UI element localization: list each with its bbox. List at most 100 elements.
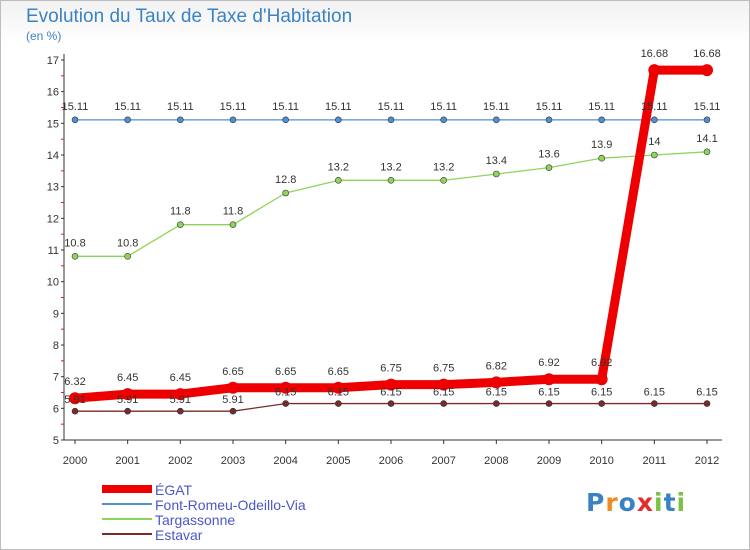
legend-swatch bbox=[102, 485, 152, 493]
data-point-estavar bbox=[177, 407, 184, 415]
data-label-targassonne: 14 bbox=[648, 136, 660, 148]
y-tick-label: 5 bbox=[53, 435, 59, 447]
data-label--gat: 6.45 bbox=[170, 372, 191, 384]
data-point-estavar bbox=[335, 400, 342, 407]
data-point-estavar bbox=[598, 400, 605, 407]
data-label--gat: 6.75 bbox=[433, 363, 454, 375]
logo-letter: r bbox=[605, 488, 619, 517]
logo-letter: t bbox=[663, 488, 677, 517]
x-tick-label: 2008 bbox=[484, 455, 508, 467]
data-point-estavar bbox=[124, 407, 131, 415]
data-point-font-romeu-odeillo-via bbox=[598, 116, 605, 124]
data-point-targassonne bbox=[651, 151, 658, 159]
data-point-targassonne bbox=[493, 170, 500, 178]
data-point-font-romeu-odeillo-via bbox=[387, 116, 395, 124]
data-point--gat bbox=[69, 392, 81, 405]
data-point--gat bbox=[543, 373, 555, 386]
data-label-targassonne: 12.8 bbox=[275, 174, 296, 186]
data-label-targassonne: 13.9 bbox=[591, 139, 612, 151]
data-point-estavar bbox=[545, 400, 553, 407]
data-point-targassonne bbox=[282, 189, 289, 197]
x-tick-label: 2001 bbox=[115, 455, 139, 467]
data-point--gat bbox=[437, 378, 450, 391]
data-label-font-romeu-odeillo-via: 15.11 bbox=[167, 101, 194, 113]
data-point-estavar bbox=[493, 400, 500, 407]
data-label-font-romeu-odeillo-via: 15.11 bbox=[483, 101, 510, 113]
y-tick-label: 12 bbox=[47, 213, 59, 225]
data-point--gat bbox=[595, 373, 608, 386]
data-point-targassonne bbox=[703, 148, 711, 156]
logo-letter: i bbox=[676, 488, 687, 517]
data-label-targassonne: 13.2 bbox=[433, 161, 454, 173]
data-point-font-romeu-odeillo-via bbox=[71, 116, 79, 124]
data-point-estavar bbox=[651, 400, 658, 407]
chart-title: Evolution du Taux de Taxe d'Habitation bbox=[26, 6, 353, 27]
data-label--gat: 6.65 bbox=[328, 366, 349, 378]
data-label--gat: 6.45 bbox=[117, 372, 138, 384]
data-point-font-romeu-odeillo-via bbox=[493, 116, 500, 124]
data-point-estavar bbox=[71, 407, 79, 415]
data-point-font-romeu-odeillo-via bbox=[229, 116, 237, 124]
data-point--gat bbox=[227, 381, 239, 394]
legend-item-targassonne: Targassonne bbox=[102, 512, 362, 528]
data-label-layer: 15.11 15.11 15.11 15.11 15.11 15.11 15.11 15.11… bbox=[62, 48, 721, 406]
x-tick-label: 2000 bbox=[63, 455, 87, 467]
data-point-targassonne bbox=[124, 253, 131, 260]
y-tick-label: 9 bbox=[53, 308, 59, 320]
data-point-font-romeu-odeillo-via bbox=[545, 116, 553, 124]
data-label-targassonne: 13.6 bbox=[538, 149, 559, 161]
data-point-targassonne bbox=[335, 177, 342, 184]
data-point--gat bbox=[701, 64, 713, 77]
data-label-estavar: 6.15 bbox=[696, 387, 717, 399]
legend-label: Estavar bbox=[155, 527, 203, 543]
logo-letter: o bbox=[618, 488, 637, 517]
data-label--gat: 6.82 bbox=[486, 360, 507, 372]
data-label-estavar: 5.91 bbox=[64, 394, 85, 406]
y-tick-label: 11 bbox=[48, 245, 59, 257]
data-point-font-romeu-odeillo-via bbox=[335, 116, 342, 124]
data-label-targassonne: 14.1 bbox=[696, 133, 717, 145]
legend-swatch bbox=[102, 518, 152, 520]
x-tick-label: 2010 bbox=[589, 455, 613, 467]
data-point-targassonne bbox=[545, 164, 553, 171]
data-label-targassonne: 11.8 bbox=[170, 206, 191, 218]
data-point-font-romeu-odeillo-via bbox=[124, 116, 131, 124]
data-label--gat: 16.68 bbox=[693, 48, 721, 60]
logo-letter: x bbox=[636, 488, 654, 517]
data-point-targassonne bbox=[177, 221, 184, 228]
data-label-estavar: 6.15 bbox=[433, 387, 454, 399]
data-label-estavar: 6.15 bbox=[591, 387, 612, 399]
data-point-font-romeu-odeillo-via bbox=[703, 116, 711, 124]
data-point-estavar bbox=[229, 407, 237, 415]
legend-label: Targassonne bbox=[155, 512, 236, 528]
legend-swatch bbox=[102, 533, 152, 535]
data-label-font-romeu-odeillo-via: 15.11 bbox=[588, 101, 615, 113]
data-label--gat: 16.68 bbox=[641, 48, 669, 60]
x-tick-label: 2009 bbox=[537, 455, 561, 467]
chart-legend: ÉGAT Font-Romeu-Odeillo-Via Targassonne Est… bbox=[102, 482, 362, 543]
data-label-estavar: 5.91 bbox=[170, 394, 191, 406]
x-tick-label: 2004 bbox=[273, 455, 297, 467]
data-point-estavar bbox=[387, 400, 395, 407]
data-point--gat bbox=[121, 388, 134, 401]
data-label--gat: 6.75 bbox=[380, 363, 401, 375]
legend-item-font-romeu-odeillo-via: Font-Romeu-Odeillo-Via bbox=[102, 497, 362, 513]
data-label-estavar: 6.15 bbox=[328, 387, 349, 399]
data-point--gat bbox=[174, 388, 187, 401]
data-point-estavar bbox=[440, 400, 447, 407]
data-label--gat: 6.65 bbox=[222, 366, 243, 378]
data-label-font-romeu-odeillo-via: 15.11 bbox=[641, 101, 668, 113]
proxiti-logo: Proxiti bbox=[586, 488, 686, 517]
data-point-estavar bbox=[282, 400, 289, 407]
data-point-targassonne bbox=[598, 154, 605, 162]
y-tick-label: 10 bbox=[47, 277, 59, 289]
data-label--gat: 6.92 bbox=[591, 357, 612, 369]
data-point--gat bbox=[332, 381, 345, 394]
legend-label: ÉGAT bbox=[155, 482, 193, 498]
data-point-estavar bbox=[703, 400, 711, 407]
legend-label: Font-Romeu-Odeillo-Via bbox=[155, 497, 306, 513]
x-tick-label: 2003 bbox=[221, 455, 245, 467]
data-label-estavar: 5.91 bbox=[222, 394, 243, 406]
